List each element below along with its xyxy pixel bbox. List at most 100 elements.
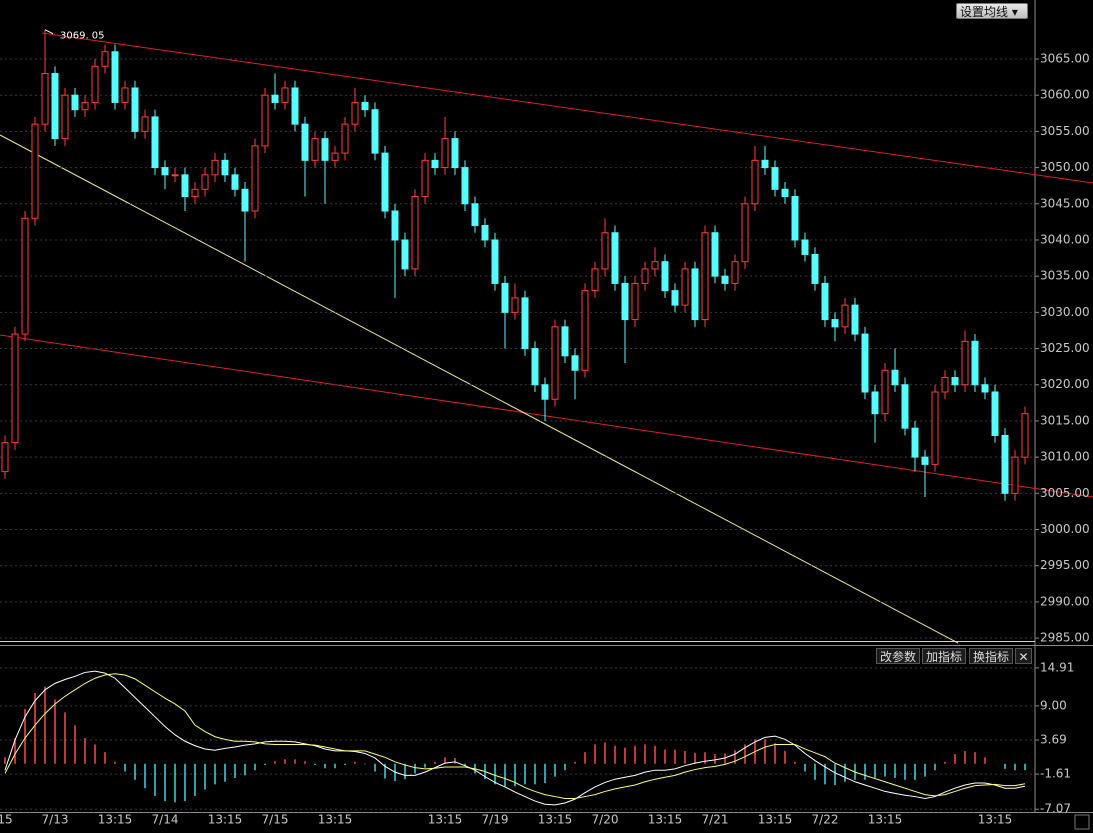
candle-body xyxy=(491,239,499,284)
x-tick-label: 13:15 xyxy=(648,813,683,827)
candle-body xyxy=(751,159,759,205)
candle-body xyxy=(681,268,689,306)
trend-line xyxy=(41,32,1093,184)
candle-body xyxy=(1001,434,1009,494)
candle-body xyxy=(351,101,359,125)
candle-body xyxy=(451,138,459,169)
candle-body xyxy=(831,319,839,328)
candle-body xyxy=(51,72,59,140)
candle-body xyxy=(71,94,79,111)
candle-body xyxy=(501,282,509,313)
y-tick-label: 14.91 xyxy=(1040,660,1074,674)
candle-body xyxy=(871,391,879,415)
candle-body xyxy=(311,138,319,161)
candle-body xyxy=(661,261,669,292)
candle-body xyxy=(811,253,819,284)
y-tick-label: 3010.00 xyxy=(1040,450,1090,464)
candle-body xyxy=(221,159,229,176)
x-tick-label: 13:15 xyxy=(428,813,463,827)
candle-body xyxy=(951,377,959,386)
candle-body xyxy=(1011,456,1019,494)
candle-body xyxy=(151,116,159,169)
trend-line xyxy=(0,134,959,644)
candle-body xyxy=(771,167,779,190)
candle-body xyxy=(341,123,349,154)
y-tick-label: 3060.00 xyxy=(1040,88,1090,102)
x-tick-label: 13:15 xyxy=(978,813,1013,827)
candle-body xyxy=(801,239,809,255)
y-tick-label: 3030.00 xyxy=(1040,305,1090,319)
candle-body xyxy=(931,391,939,465)
y-tick-label: 3000.00 xyxy=(1040,522,1090,536)
candle-body xyxy=(291,87,299,125)
y-tick-label: 3015.00 xyxy=(1040,413,1090,427)
candle-body xyxy=(851,304,859,335)
candle-body xyxy=(261,94,269,147)
candle-body xyxy=(741,203,749,263)
y-tick-label: 3035.00 xyxy=(1040,269,1090,283)
candle-body xyxy=(141,116,149,132)
candle-body xyxy=(91,65,99,103)
close-button[interactable]: ✕ xyxy=(1015,648,1032,664)
y-tick-label: 2995.00 xyxy=(1040,558,1090,572)
candle-body xyxy=(401,239,409,270)
y-tick-label: 3055.00 xyxy=(1040,124,1090,138)
candle-body xyxy=(841,304,849,328)
candle-body xyxy=(211,159,219,176)
x-tick-label: 13:15 xyxy=(98,813,133,827)
candle-body xyxy=(281,87,289,103)
candle-body xyxy=(271,94,279,103)
y-tick-label: -1.61 xyxy=(1040,767,1071,781)
indicator-button[interactable]: 加指标 xyxy=(922,648,967,664)
candle-body xyxy=(821,282,829,321)
candle-body xyxy=(61,94,69,140)
x-tick-label: 7/15 xyxy=(262,813,289,827)
candle-body xyxy=(991,391,999,436)
candle-body xyxy=(411,196,419,270)
y-tick-label: 9.00 xyxy=(1040,698,1067,712)
candle-body xyxy=(781,188,789,198)
y-tick-label: 3045.00 xyxy=(1040,196,1090,210)
candle-body xyxy=(251,145,259,212)
candle-body xyxy=(441,138,449,169)
macd-line xyxy=(4,673,1026,799)
candle-body xyxy=(181,174,189,198)
y-tick-label: 3065.00 xyxy=(1040,51,1090,65)
candle-body xyxy=(711,232,719,277)
x-tick-label: 7/20 xyxy=(592,813,619,827)
x-tick-label: 7/21 xyxy=(702,813,729,827)
max-marker xyxy=(44,29,54,35)
candle-body xyxy=(301,123,309,161)
candle-body xyxy=(171,174,179,177)
trend-line xyxy=(0,334,1093,498)
indicator-button[interactable]: 改参数 xyxy=(876,648,921,664)
candle-body xyxy=(541,384,549,400)
candle-body xyxy=(331,152,339,161)
indicator-button[interactable]: 换指标 xyxy=(969,648,1014,664)
candle-body xyxy=(941,377,949,393)
candle-body xyxy=(241,188,249,212)
x-tick-label: 7/22 xyxy=(812,813,839,827)
candle-body xyxy=(631,282,639,321)
candle-body xyxy=(721,275,729,284)
candle-body xyxy=(361,101,369,111)
candle-body xyxy=(691,268,699,321)
candle-body xyxy=(531,348,539,386)
x-tick-label: 7/14 xyxy=(152,813,179,827)
x-tick-label: 13:15 xyxy=(318,813,353,827)
x-tick-label: 7/19 xyxy=(482,813,509,827)
candle-body xyxy=(571,355,579,371)
y-tick-label: 2990.00 xyxy=(1040,594,1090,608)
y-tick-label: -7.07 xyxy=(1040,802,1071,816)
candle-body xyxy=(131,87,139,132)
candle-body xyxy=(971,340,979,386)
y-tick-label: 3040.00 xyxy=(1040,232,1090,246)
candle-body xyxy=(161,167,169,176)
candle-body xyxy=(431,159,439,169)
candle-body xyxy=(911,427,919,458)
y-tick-label: 3020.00 xyxy=(1040,377,1090,391)
ma-button[interactable]: 设置均线 ▾ xyxy=(956,3,1028,19)
candle-body xyxy=(791,196,799,241)
